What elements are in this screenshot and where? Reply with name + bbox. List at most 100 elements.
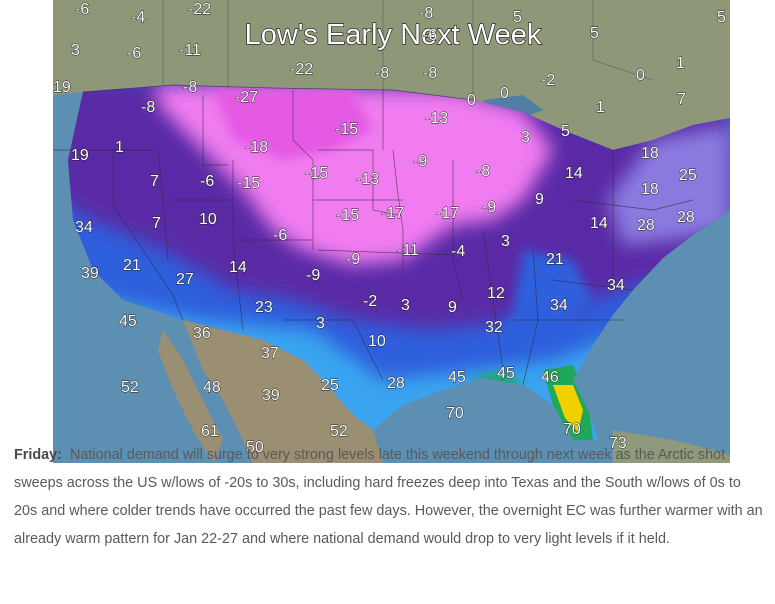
temperature-label: 5 bbox=[561, 123, 570, 140]
temperature-label: -6 bbox=[75, 1, 89, 18]
temperature-label: 34 bbox=[607, 277, 625, 294]
temperature-label: -18 bbox=[245, 139, 268, 156]
temperature-label: 28 bbox=[387, 375, 405, 392]
temperature-label: -2 bbox=[363, 293, 377, 310]
map-canvas: Low's Early Next Week -6 -4 -22 -8 5 5 3 -6 -11 -… bbox=[53, 0, 730, 463]
temperature-label: -8 bbox=[375, 65, 389, 82]
canada-land bbox=[53, 0, 730, 150]
temperature-label: 36 bbox=[193, 325, 211, 342]
temperature-label: 39 bbox=[262, 387, 280, 404]
temperature-label: 39 bbox=[81, 265, 99, 282]
caption-day: Friday: bbox=[14, 447, 62, 463]
temperature-label: -6 bbox=[127, 45, 141, 62]
caribbean-land bbox=[613, 430, 730, 463]
temperature-label: 5 bbox=[717, 9, 726, 26]
temperature-label: -9 bbox=[346, 251, 360, 268]
forecast-caption: Friday: National demand will surge to ve… bbox=[14, 441, 766, 553]
map-title: Low's Early Next Week bbox=[245, 19, 542, 51]
temperature-label: 21 bbox=[546, 251, 564, 268]
temperature-label: -15 bbox=[336, 207, 359, 224]
temperature-label: 5 bbox=[513, 9, 522, 26]
temperature-label: 32 bbox=[485, 319, 503, 336]
temperature-label: 3 bbox=[521, 129, 530, 146]
state-borders bbox=[53, 84, 694, 386]
temperature-label: 7 bbox=[677, 91, 686, 108]
temperature-map: Low's Early Next Week -6 -4 -22 -8 5 5 3 -6 -11 -… bbox=[53, 0, 730, 463]
temperature-label: -13 bbox=[356, 171, 379, 188]
temperature-label: 23 bbox=[255, 299, 273, 316]
temperature-label: 50 bbox=[246, 439, 264, 456]
temperature-label: 61 bbox=[201, 423, 219, 440]
baja-land bbox=[158, 330, 223, 463]
temperature-label: 48 bbox=[203, 379, 221, 396]
temperature-label: -9 bbox=[413, 153, 427, 170]
temperature-label: 19 bbox=[71, 147, 89, 164]
temperature-label: -9 bbox=[306, 267, 320, 284]
temperature-label: 14 bbox=[229, 259, 247, 276]
temperature-label: 45 bbox=[497, 365, 515, 382]
temperature-label: -4 bbox=[131, 9, 145, 26]
temperature-label: 3 bbox=[501, 233, 510, 250]
mexico-land bbox=[183, 320, 383, 463]
temperature-label: 27 bbox=[176, 271, 194, 288]
temperature-label: -27 bbox=[235, 89, 258, 106]
temperature-label: 18 bbox=[641, 145, 659, 162]
temperature-label: 1 bbox=[676, 55, 685, 72]
temperature-label: -17 bbox=[436, 205, 459, 222]
temperature-label: -8 bbox=[419, 5, 433, 22]
temperature-label: -8 bbox=[423, 65, 437, 82]
temperature-label: 52 bbox=[121, 379, 139, 396]
temperature-label: -9 bbox=[482, 199, 496, 216]
temperature-label: 9 bbox=[535, 191, 544, 208]
temperature-label: 28 bbox=[637, 217, 655, 234]
temperature-label: -17 bbox=[381, 205, 404, 222]
temperature-label: 25 bbox=[679, 167, 697, 184]
temperature-label: -15 bbox=[305, 165, 328, 182]
temperature-label: 21 bbox=[123, 257, 141, 274]
temperature-label: 18 bbox=[641, 181, 659, 198]
temperature-label: 5 bbox=[590, 25, 599, 42]
temperature-label: -15 bbox=[237, 175, 260, 192]
temperature-label: 73 bbox=[609, 435, 627, 452]
temperature-label: -8 bbox=[141, 99, 155, 116]
temperature-label: 52 bbox=[330, 423, 348, 440]
temperature-label: 10 bbox=[368, 333, 386, 350]
temperature-label: 14 bbox=[565, 165, 583, 182]
temperature-label: 0 bbox=[467, 92, 476, 109]
temperature-label: -13 bbox=[425, 110, 448, 127]
temperature-label: 45 bbox=[448, 369, 466, 386]
temperature-label: 3 bbox=[316, 315, 325, 332]
temperature-label: 0 bbox=[636, 67, 645, 84]
temperature-label: -8 bbox=[476, 163, 490, 180]
temperature-label: -11 bbox=[397, 242, 419, 259]
temperature-label: -6 bbox=[423, 27, 437, 44]
temperature-label: 12 bbox=[487, 285, 505, 302]
temperature-label: 1 bbox=[596, 99, 605, 116]
temperature-label: 45 bbox=[119, 313, 137, 330]
temperature-label: 10 bbox=[199, 211, 217, 228]
canada-borders bbox=[162, 0, 654, 100]
temperature-label: 9 bbox=[448, 299, 457, 316]
temperature-label: -8 bbox=[183, 79, 197, 96]
temperature-label: 3 bbox=[401, 297, 410, 314]
temperature-label: 3 bbox=[71, 42, 80, 59]
temperature-labels: -6 -4 -22 -8 5 53 -6 -11-6 519 -8-22 -8 -8 -2 01-27 0 0… bbox=[53, 1, 726, 457]
temperature-label: 70 bbox=[446, 405, 464, 422]
temperature-label: 34 bbox=[75, 219, 93, 236]
temperature-label: 70 bbox=[563, 421, 581, 438]
temperature-label: -6 bbox=[273, 227, 287, 244]
temperature-label: -15 bbox=[335, 121, 358, 138]
temperature-label: 34 bbox=[550, 297, 568, 314]
temperature-label: -2 bbox=[541, 72, 555, 89]
temperature-label: 37 bbox=[261, 345, 279, 362]
temperature-label: -22 bbox=[290, 61, 313, 78]
temperature-label: 7 bbox=[150, 173, 159, 190]
temperature-label: -6 bbox=[200, 173, 214, 190]
caption-text: National demand will surge to very stron… bbox=[14, 447, 763, 547]
temperature-label: 7 bbox=[152, 215, 161, 232]
temperature-label: -4 bbox=[451, 243, 465, 260]
temperature-label: 0 bbox=[500, 85, 509, 102]
temperature-label: -22 bbox=[188, 1, 211, 18]
temperature-label: 1 bbox=[115, 139, 124, 156]
temperature-label: 25 bbox=[321, 377, 339, 394]
